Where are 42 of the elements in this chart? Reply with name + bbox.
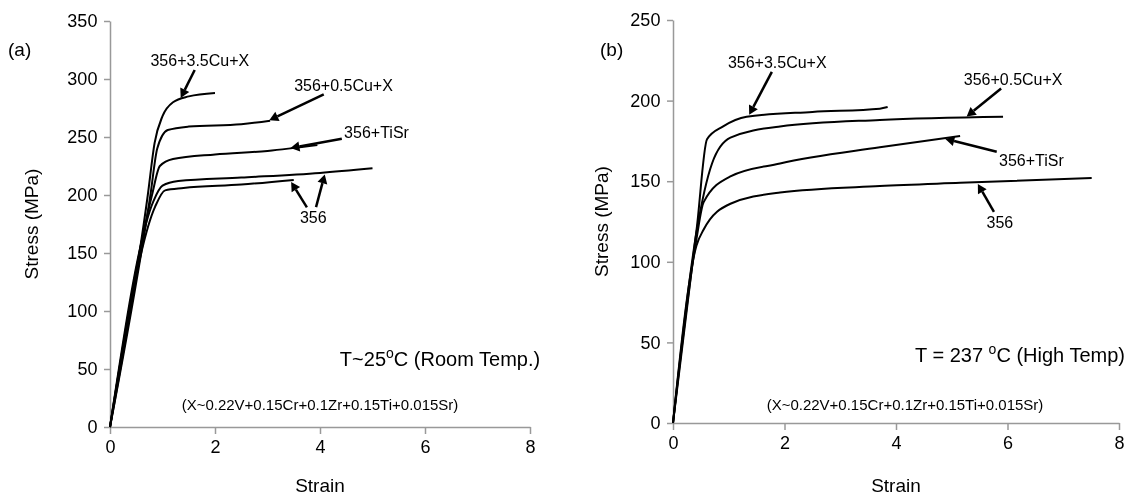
y-tick-label: 100 [630, 252, 661, 273]
text: 356+TiSr [999, 151, 1065, 169]
x-tick-label: 2 [779, 433, 791, 454]
text: 356+3.5Cu+X [150, 51, 250, 69]
y-tick-label: 200 [630, 90, 661, 111]
y-tick-label: 0 [650, 413, 661, 434]
x-tick-label: 4 [315, 437, 326, 458]
y-tick-label: 200 [67, 185, 98, 206]
text: (b) [600, 39, 624, 60]
text: 356+3.5Cu+X [727, 53, 827, 71]
legend-label: 356 [986, 213, 1014, 231]
x-tick-label: 2 [210, 437, 221, 458]
text: (a) [8, 39, 32, 60]
x-tick-label: 0 [668, 433, 679, 454]
y-tick-label: 250 [630, 10, 661, 31]
x-tick-label: 0 [105, 437, 116, 458]
y-tick-label: 150 [630, 171, 661, 192]
y-tick-label: 100 [67, 301, 98, 322]
annotation: T = 237 $^{o}$C (High Temp) [915, 341, 1125, 366]
x-tick-label: 6 [420, 437, 431, 458]
y-axis-title: Stress (MPa) [591, 166, 612, 277]
y-tick-label: 50 [640, 332, 661, 353]
y-tick-label: 0 [87, 417, 98, 438]
y-tick-label: 300 [67, 69, 98, 90]
y-axis-title: Stress (MPa) [21, 168, 42, 280]
annotation: T~25$^{o}$C (Room Temp.) [339, 345, 541, 370]
annotation: (X~0.22V+0.15Cr+0.1Zr+0.15Ti+0.015Sr) [181, 396, 459, 413]
annotation: (X~0.22V+0.15Cr+0.1Zr+0.15Ti+0.015Sr) [766, 396, 1044, 413]
y-tick-label: 250 [67, 127, 98, 148]
x-axis-title: Strain [295, 475, 345, 496]
legend-label: 356+TiSr [344, 123, 410, 141]
x-tick-label: 4 [891, 433, 902, 454]
y-tick-label: 150 [67, 243, 98, 264]
x-tick-label: 8 [1114, 433, 1125, 454]
y-tick-label: 350 [67, 11, 98, 32]
text: 356+0.5Cu+X [294, 76, 394, 94]
x-axis-title: Strain [871, 475, 921, 496]
y-tick-label: 50 [77, 359, 98, 380]
x-tick-label: 6 [1002, 433, 1014, 454]
series-label: 356+0.5Cu+X [963, 70, 1063, 88]
x-tick-label: 8 [525, 437, 536, 458]
text: 356 [299, 209, 327, 226]
